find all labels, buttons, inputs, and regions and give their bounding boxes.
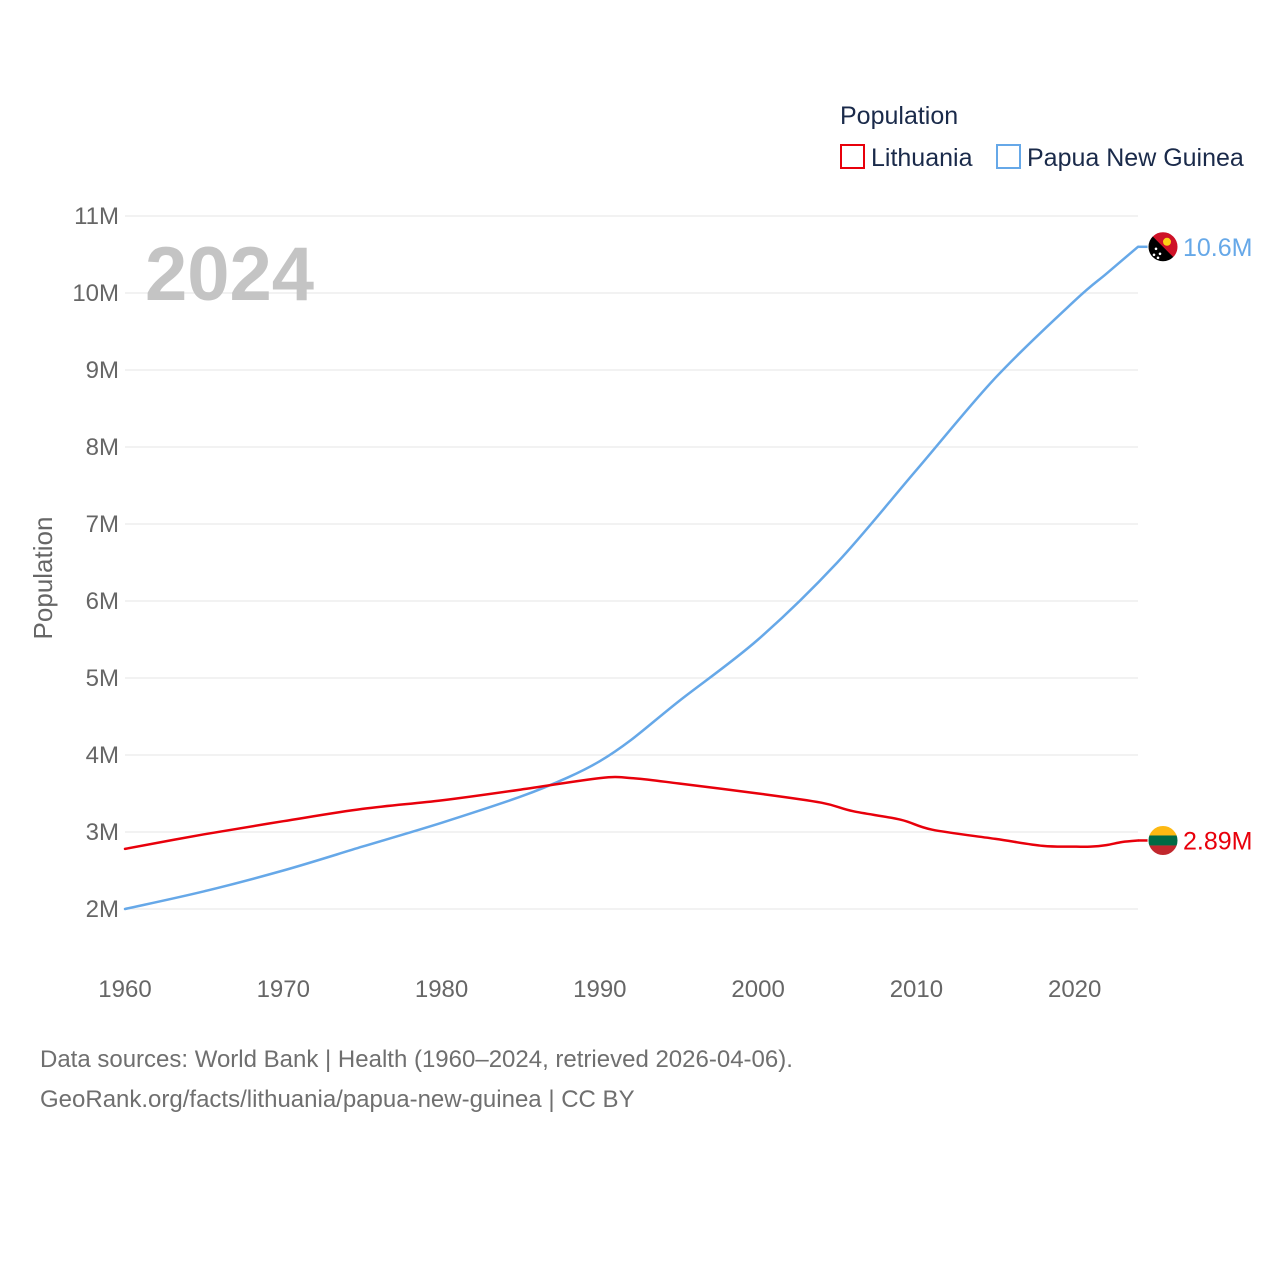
x-tick-label: 1990 [573, 976, 626, 1003]
series-line-papua-new-guinea[interactable] [123, 245, 1140, 911]
y-tick-label: 8M [86, 434, 119, 461]
y-tick-label: 7M [86, 511, 119, 538]
legend-label-papua-new-guinea[interactable]: Papua New Guinea [1027, 144, 1244, 172]
end-label-papua-new-guinea: 10.6M [1183, 234, 1252, 262]
y-axis-ticks: 2M 3M 4M 5M 6M 7M 8M 9M 10M 11M [72, 203, 119, 923]
y-tick-label: 5M [86, 665, 119, 692]
source-footer: Data sources: World Bank | Health (1960–… [40, 1040, 793, 1120]
y-tick-label: 4M [86, 742, 119, 769]
x-tick-label: 1970 [257, 976, 310, 1003]
series-line-lithuania[interactable] [123, 775, 1140, 851]
x-tick-label: 2010 [890, 976, 943, 1003]
x-tick-label: 2000 [731, 976, 784, 1003]
series-end-markers: 10.6M 2.89M [1138, 231, 1252, 856]
lithuania-flag-icon [1147, 824, 1179, 856]
x-tick-label: 2020 [1048, 976, 1101, 1003]
legend-swatch-papua-new-guinea[interactable] [996, 144, 1021, 169]
x-axis-ticks: 1960 1970 1980 1990 2000 2010 2020 [98, 976, 1101, 1003]
year-watermark: 2024 [145, 232, 314, 317]
x-tick-label: 1960 [98, 976, 151, 1003]
y-axis-title: Population [28, 517, 58, 640]
legend: Population Lithuania Papua New Guinea [840, 102, 1244, 172]
legend-title: Population [840, 102, 958, 130]
legend-label-lithuania[interactable]: Lithuania [871, 144, 973, 172]
y-tick-label: 2M [86, 896, 119, 923]
y-tick-label: 6M [86, 588, 119, 615]
series-lines [123, 245, 1140, 911]
end-label-lithuania: 2.89M [1183, 827, 1252, 855]
y-tick-label: 10M [72, 280, 119, 307]
y-tick-label: 11M [74, 203, 119, 230]
legend-swatch-lithuania[interactable] [840, 144, 865, 169]
y-tick-label: 9M [86, 357, 119, 384]
papua-new-guinea-flag-icon [1147, 231, 1179, 263]
gridlines [125, 215, 1138, 910]
x-tick-label: 1980 [415, 976, 468, 1003]
y-tick-label: 3M [86, 819, 119, 846]
source-line-data: Data sources: World Bank | Health (1960–… [40, 1046, 793, 1073]
source-line-url[interactable]: GeoRank.org/facts/lithuania/papua-new-gu… [40, 1086, 635, 1113]
